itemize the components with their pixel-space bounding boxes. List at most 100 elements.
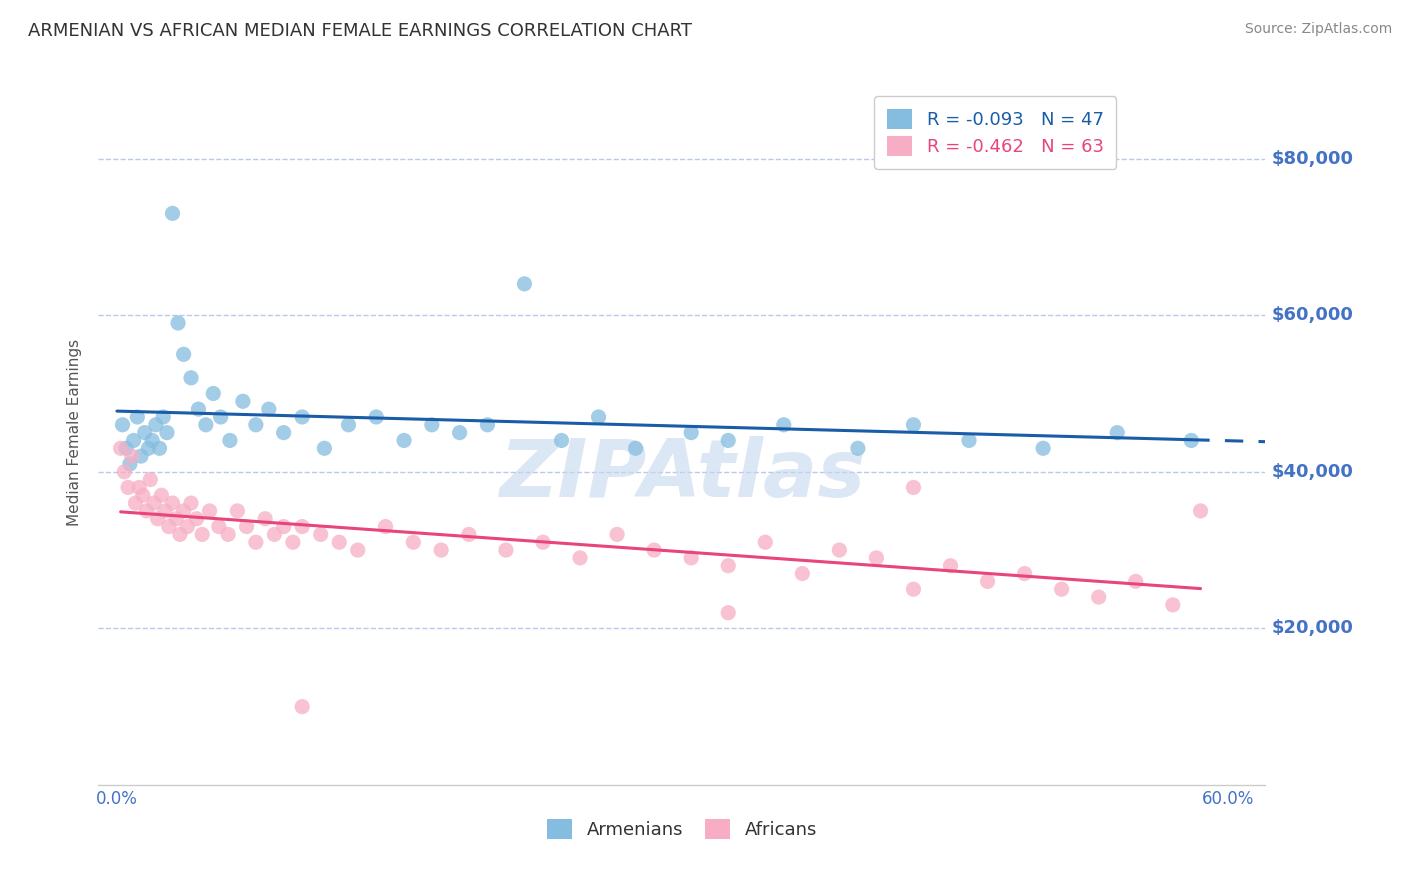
Point — [291, 699, 314, 714]
Point — [976, 574, 998, 589]
Point — [129, 449, 152, 463]
Point — [122, 434, 145, 448]
Point — [146, 512, 169, 526]
Point — [111, 417, 134, 432]
Point — [1189, 504, 1212, 518]
Point — [254, 512, 277, 526]
Point — [865, 550, 887, 565]
Point — [124, 496, 146, 510]
Point — [550, 434, 572, 448]
Point — [217, 527, 239, 541]
Point — [392, 434, 415, 448]
Point — [792, 566, 814, 581]
Point — [1014, 566, 1036, 581]
Point — [314, 442, 336, 456]
Point — [143, 496, 166, 510]
Point — [1125, 574, 1147, 589]
Point — [139, 473, 162, 487]
Point — [717, 434, 740, 448]
Point — [337, 417, 360, 432]
Point — [226, 504, 249, 518]
Point — [115, 442, 138, 456]
Point — [156, 425, 179, 440]
Text: $60,000: $60,000 — [1271, 306, 1353, 324]
Point — [846, 442, 869, 456]
Text: $80,000: $80,000 — [1271, 150, 1353, 168]
Point — [291, 519, 314, 533]
Point — [273, 519, 295, 533]
Point — [173, 347, 195, 361]
Point — [328, 535, 350, 549]
Point — [152, 409, 174, 424]
Point — [186, 512, 208, 526]
Point — [309, 527, 332, 541]
Point — [187, 402, 209, 417]
Point — [169, 527, 191, 541]
Point — [132, 488, 155, 502]
Point — [624, 442, 647, 456]
Point — [754, 535, 776, 549]
Point — [165, 512, 187, 526]
Point — [245, 535, 267, 549]
Point — [112, 465, 135, 479]
Point — [180, 371, 202, 385]
Point — [281, 535, 304, 549]
Point — [681, 425, 703, 440]
Point — [263, 527, 285, 541]
Point — [1161, 598, 1184, 612]
Point — [134, 425, 156, 440]
Point — [245, 417, 267, 432]
Point — [374, 519, 396, 533]
Legend: Armenians, Africans: Armenians, Africans — [540, 812, 824, 847]
Text: Source: ZipAtlas.com: Source: ZipAtlas.com — [1244, 22, 1392, 37]
Point — [176, 519, 198, 533]
Text: ZIPAtlas: ZIPAtlas — [499, 436, 865, 514]
Point — [141, 434, 163, 448]
Point — [531, 535, 554, 549]
Point — [208, 519, 231, 533]
Point — [772, 417, 794, 432]
Point — [138, 442, 160, 456]
Point — [162, 496, 184, 510]
Point — [588, 409, 610, 424]
Point — [346, 543, 368, 558]
Point — [495, 543, 517, 558]
Y-axis label: Median Female Earnings: Median Female Earnings — [67, 339, 83, 526]
Point — [110, 442, 132, 456]
Point — [235, 519, 257, 533]
Point — [194, 417, 217, 432]
Point — [681, 550, 703, 565]
Text: ARMENIAN VS AFRICAN MEDIAN FEMALE EARNINGS CORRELATION CHART: ARMENIAN VS AFRICAN MEDIAN FEMALE EARNIN… — [28, 22, 692, 40]
Point — [291, 409, 314, 424]
Point — [1107, 425, 1129, 440]
Point — [1180, 434, 1202, 448]
Point — [420, 417, 443, 432]
Point — [202, 386, 225, 401]
Text: $20,000: $20,000 — [1271, 619, 1353, 638]
Point — [402, 535, 425, 549]
Point — [173, 504, 195, 518]
Point — [219, 434, 242, 448]
Point — [717, 558, 740, 573]
Point — [162, 206, 184, 220]
Point — [569, 550, 592, 565]
Point — [157, 519, 180, 533]
Point — [232, 394, 254, 409]
Text: $40,000: $40,000 — [1271, 463, 1353, 481]
Point — [257, 402, 280, 417]
Point — [449, 425, 471, 440]
Point — [153, 504, 176, 518]
Point — [198, 504, 221, 518]
Point — [273, 425, 295, 440]
Point — [366, 409, 388, 424]
Point — [180, 496, 202, 510]
Point — [117, 480, 139, 494]
Point — [145, 417, 167, 432]
Point — [477, 417, 499, 432]
Point — [643, 543, 665, 558]
Point — [1050, 582, 1073, 597]
Point — [1087, 590, 1109, 604]
Point — [150, 488, 173, 502]
Point — [135, 504, 157, 518]
Point — [209, 409, 232, 424]
